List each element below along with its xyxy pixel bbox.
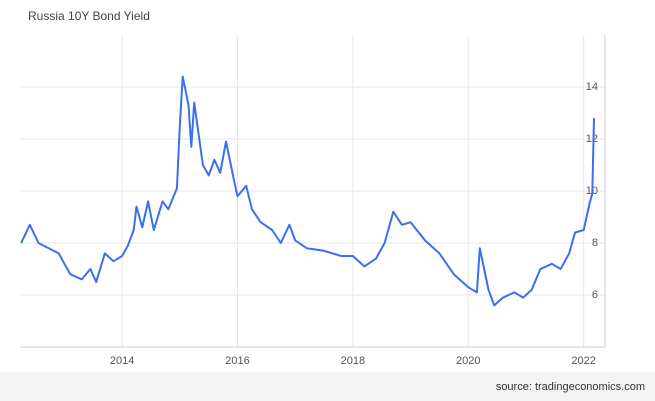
line-series <box>20 75 595 307</box>
x-tick-label: 2016 <box>225 355 249 367</box>
x-tick-label: 2020 <box>456 355 480 367</box>
x-tick-label: 2018 <box>341 355 365 367</box>
y-tick-label: 12 <box>586 133 598 145</box>
y-tick-label: 8 <box>592 237 598 249</box>
x-tick-label: 2022 <box>571 355 595 367</box>
footer-band <box>0 372 655 401</box>
source-note: source: tradingeconomics.com <box>496 381 645 393</box>
y-tick-label: 6 <box>592 289 598 301</box>
x-tick-label: 2014 <box>110 355 134 367</box>
chart-title: Russia 10Y Bond Yield <box>28 9 150 23</box>
y-tick-label: 14 <box>586 81 598 93</box>
